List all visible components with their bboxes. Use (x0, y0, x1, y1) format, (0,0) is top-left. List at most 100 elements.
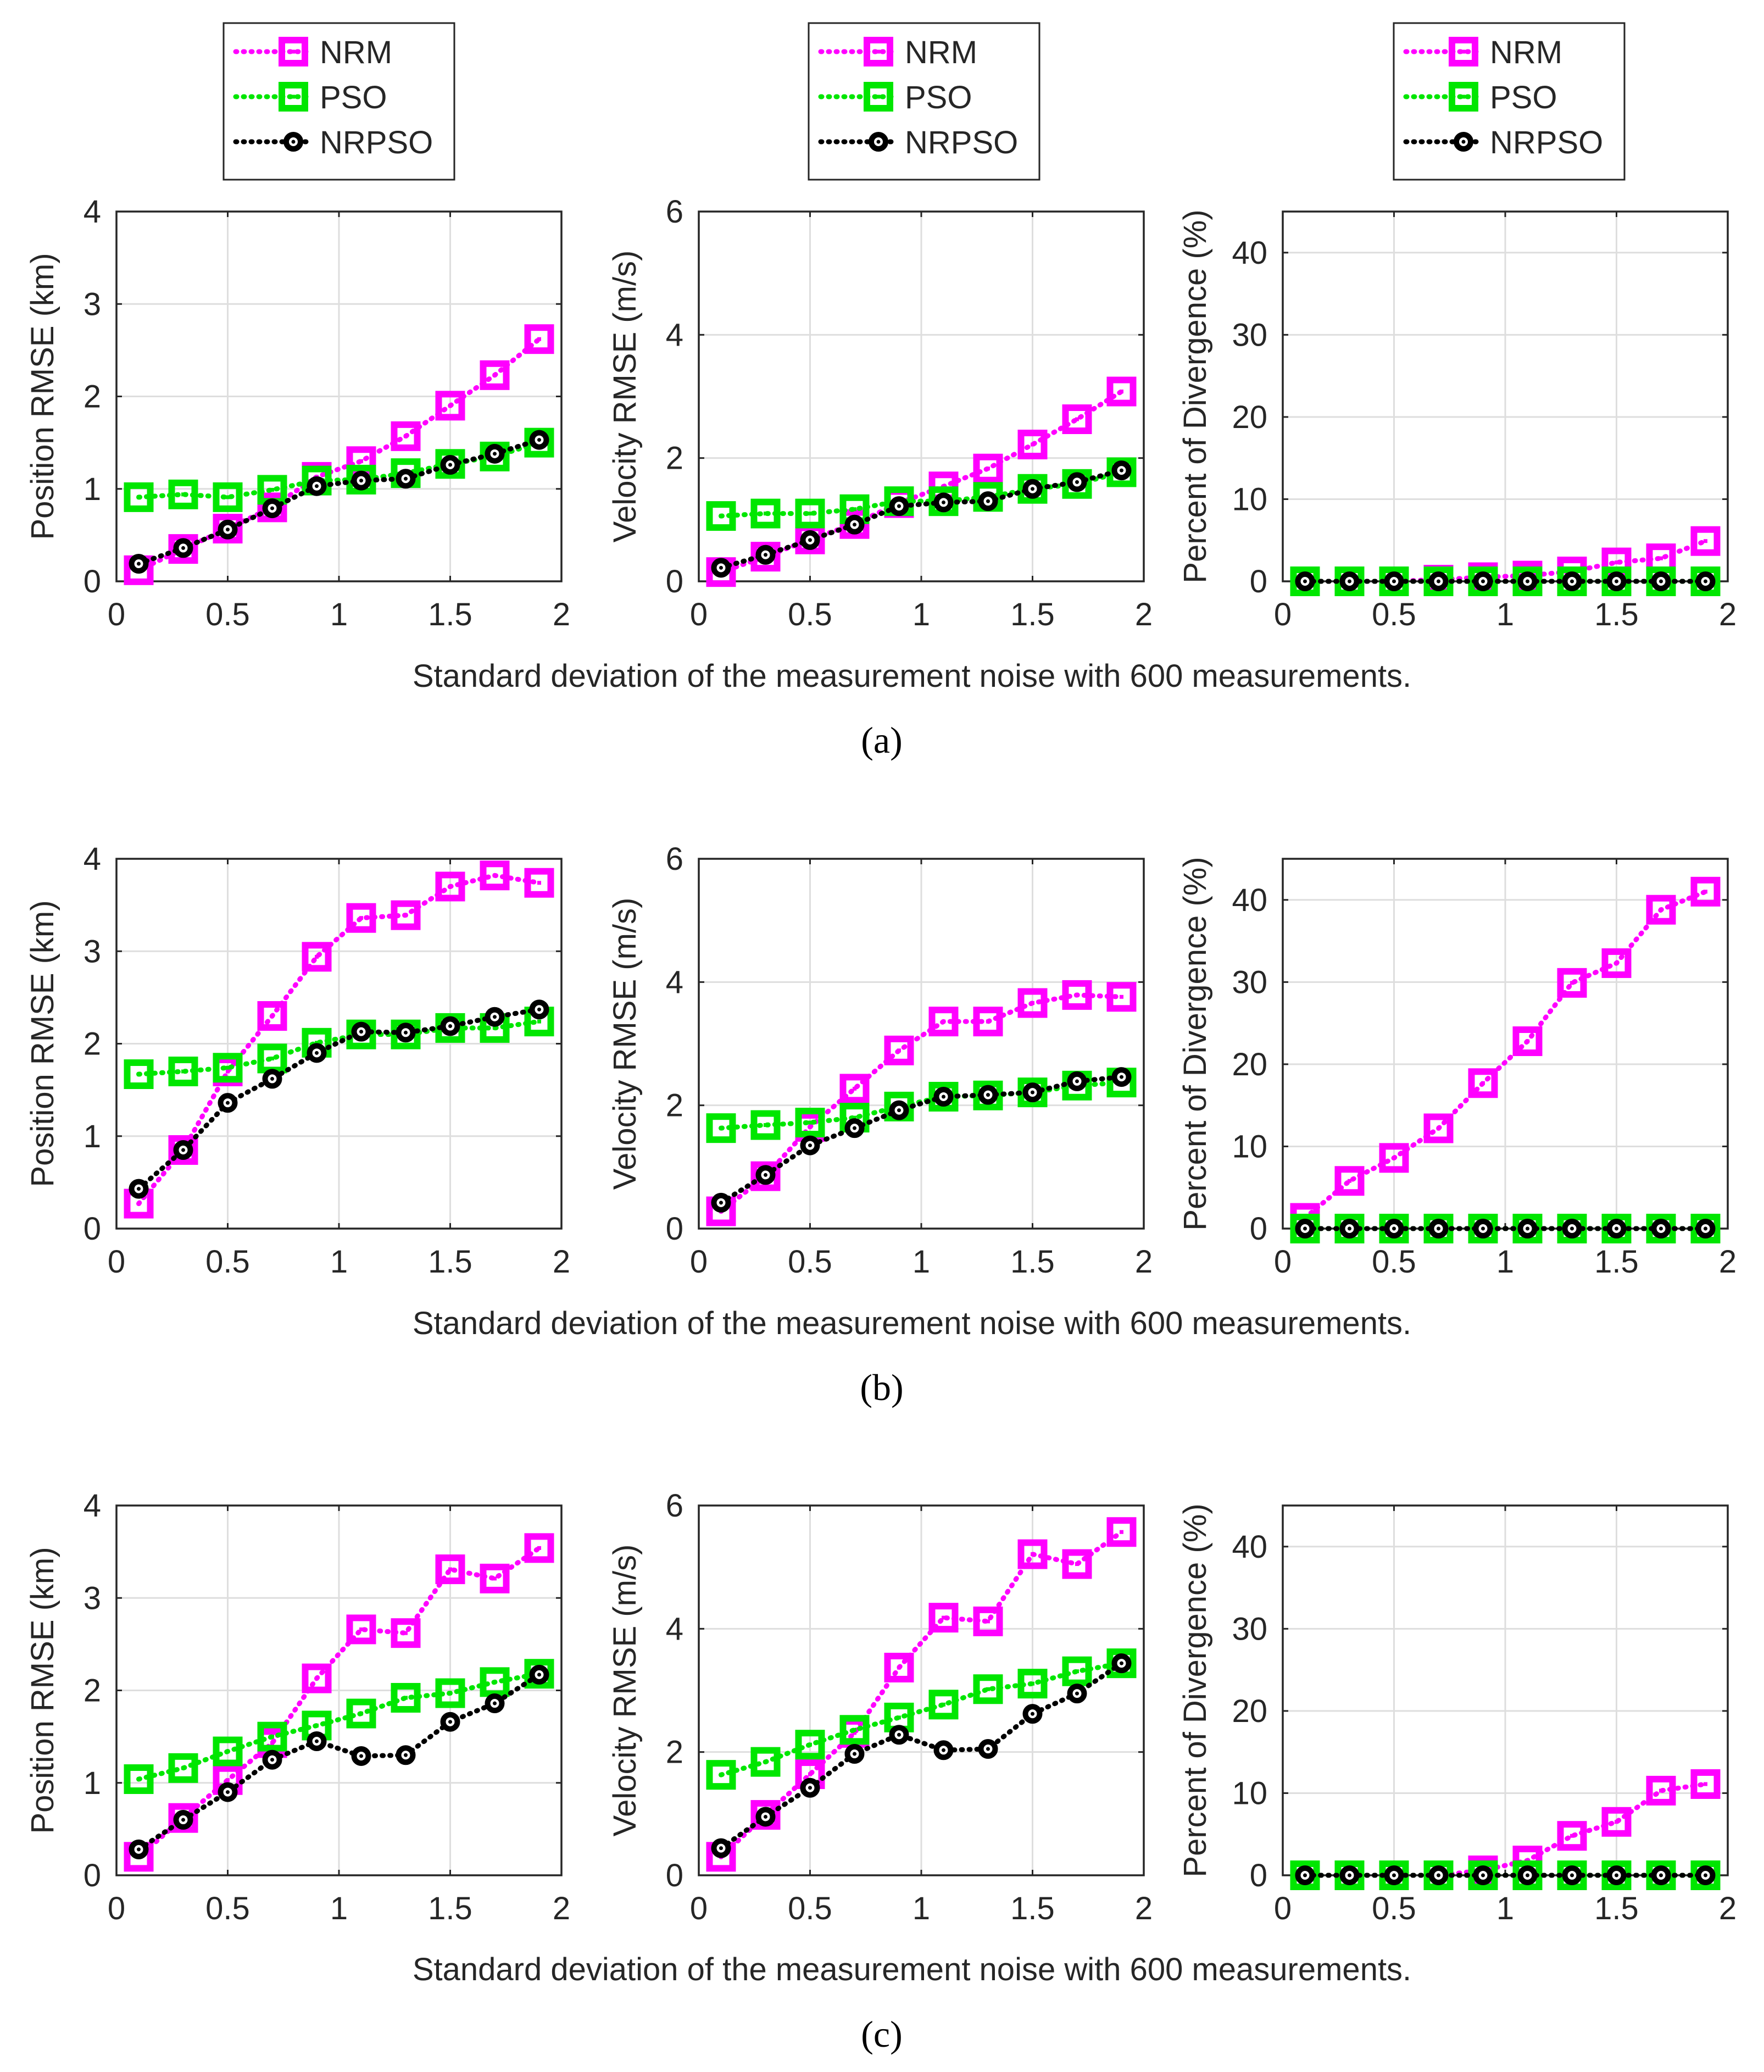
point-nrm-center (853, 1086, 856, 1091)
y-tick-label: 3 (84, 934, 101, 969)
point-pso (750, 498, 781, 529)
panel-c-2: 0 0.5 1 1.5 2 0 2 4 6 Velocity RMSE (m/s) (607, 1488, 1153, 1926)
point-nrm-center (897, 1048, 901, 1053)
y-tick-label: 40 (1232, 235, 1267, 271)
point-nrpso-center (181, 546, 185, 550)
y-tick-label: 0 (1250, 564, 1267, 599)
point-nrm (1557, 968, 1587, 998)
point-nrm-center (1120, 1530, 1123, 1534)
point-nrm-center (986, 1619, 990, 1624)
x-tick-label: 1 (330, 1244, 348, 1280)
point-nrm (973, 453, 1003, 484)
point-nrm (750, 1161, 781, 1191)
point-pso-center (493, 1680, 497, 1684)
series-line-nrm (136, 1545, 542, 1859)
y-tick-label: 6 (666, 841, 683, 877)
point-nrm-center (448, 1567, 452, 1571)
y-tick-label: 2 (84, 379, 101, 415)
series-nrpso (1295, 1865, 1716, 1885)
point-nrm (257, 1001, 287, 1031)
panel-c-1: 0 0.5 1 1.5 2 0 1 2 3 4 Position RMSE (km) (25, 1488, 570, 1926)
x-tick-label: 1 (912, 1244, 930, 1280)
point-nrpso-center (1031, 1712, 1034, 1716)
point-nrpso-center (315, 1739, 319, 1743)
x-tick-label: 0 (690, 1891, 708, 1926)
point-nrm (1690, 526, 1721, 556)
point-nrpso-center (493, 452, 497, 456)
point-nrm-center (1392, 1156, 1396, 1160)
point-pso (168, 1056, 198, 1086)
point-nrm (884, 1035, 914, 1065)
point-nrm (346, 903, 376, 933)
point-pso-center (359, 1712, 363, 1716)
x-tick-label: 2 (553, 597, 570, 632)
x-tick-label: 1.5 (1010, 1891, 1055, 1926)
legend-label-pso: PSO (905, 80, 972, 115)
point-pso (795, 1108, 825, 1138)
point-nrpso-center (448, 1024, 452, 1029)
y-tick-label: 2 (84, 1673, 101, 1709)
y-tick-label: 1 (84, 1765, 101, 1801)
point-pso-center (270, 1735, 274, 1739)
point-pso (1290, 1860, 1320, 1890)
point-pso (257, 1721, 287, 1752)
y-tick-label: 0 (1250, 1858, 1267, 1893)
point-pso-center (226, 1065, 230, 1070)
y-tick-label: 0 (84, 564, 101, 599)
y-tick-label: 3 (84, 286, 101, 322)
y-tick-label: 0 (666, 564, 683, 599)
legend-label-pso: PSO (1490, 80, 1557, 115)
point-pso (1106, 1648, 1137, 1679)
point-nrpso-center (1303, 1873, 1307, 1877)
point-nrm-center (1120, 995, 1123, 999)
point-nrpso-center (1075, 480, 1079, 484)
x-tick-label: 2 (1135, 597, 1153, 632)
point-nrpso-center (1120, 1075, 1123, 1079)
x-tick-label: 0 (1274, 1891, 1292, 1926)
x-tick-label: 0.5 (205, 1891, 250, 1926)
point-nrpso-center (1075, 1079, 1079, 1084)
series-line-nrm (136, 873, 542, 1207)
point-nrm-center (808, 1125, 812, 1129)
point-nrpso-center (1615, 1873, 1618, 1877)
y-tick-label: 0 (84, 1211, 101, 1247)
x-axis-label: Standard deviation of the measurement no… (413, 1952, 1411, 1987)
y-tick-label: 0 (666, 1211, 683, 1247)
point-pso (1062, 1656, 1092, 1686)
point-pso (973, 1674, 1003, 1704)
point-pso-center (537, 1019, 541, 1024)
point-nrm-center (1031, 442, 1034, 447)
y-axis-label: Velocity RMSE (m/s) (607, 1545, 643, 1837)
point-nrpso-center (1392, 1226, 1396, 1231)
point-nrpso-center (986, 499, 990, 503)
point-nrpso-center (1120, 1661, 1123, 1665)
axes-frame (698, 210, 1145, 582)
x-tick-label: 0.5 (205, 1244, 250, 1280)
y-tick-label: 4 (666, 1611, 683, 1647)
point-pso-center (764, 1760, 767, 1764)
y-tick-label: 20 (1232, 1693, 1267, 1729)
point-nrm-center (986, 1019, 990, 1024)
point-nrm-center (226, 1778, 230, 1782)
legend-marker-nrm-center (876, 49, 881, 54)
point-nrm-center (137, 1202, 141, 1206)
x-tick-label: 0 (108, 597, 125, 632)
point-nrm-center (1615, 560, 1618, 565)
series-line-nrpso (719, 1660, 1124, 1851)
point-nrm (524, 868, 554, 898)
point-nrpso-center (1570, 579, 1574, 584)
point-nrpso-center (1615, 1226, 1618, 1231)
legend-label-nrpso: NRPSO (320, 125, 433, 160)
legend: NRM PSO NRPSO (222, 22, 455, 181)
point-nrm-center (493, 873, 497, 877)
point-nrpso-center (764, 1814, 767, 1819)
y-tick-label: 4 (84, 1488, 101, 1524)
x-tick-label: 1.5 (428, 1891, 472, 1926)
series-nrpso (129, 1664, 549, 1859)
legend-marker-pso (864, 82, 893, 112)
point-nrm (928, 1007, 959, 1037)
point-nrm-center (1570, 981, 1574, 985)
y-tick-label: 20 (1232, 399, 1267, 435)
point-nrpso-center (1615, 579, 1618, 584)
